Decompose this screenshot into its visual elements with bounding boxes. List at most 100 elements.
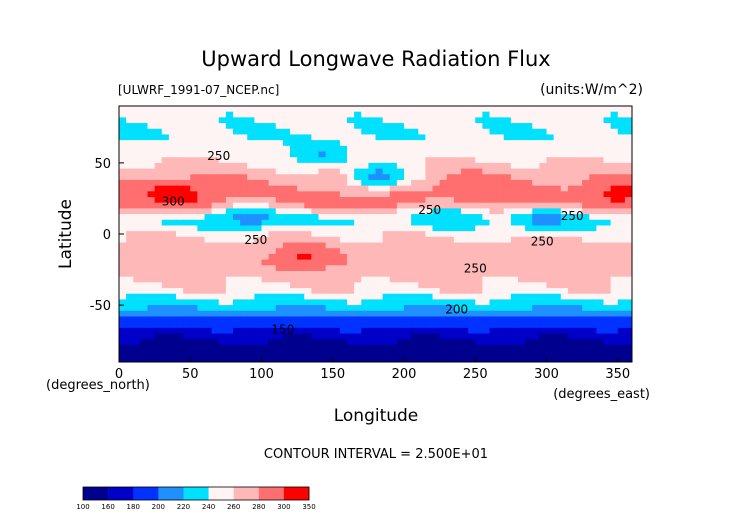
heatmap-cell: [510, 350, 519, 357]
heatmap-cell: [532, 197, 540, 204]
colorbar-swatch: [83, 487, 109, 500]
heatmap-cell: [361, 162, 369, 170]
heatmap-cell: [525, 265, 533, 272]
heatmap-cell: [510, 265, 519, 272]
heatmap-cell: [332, 202, 341, 209]
heatmap-cell: [339, 293, 348, 301]
heatmap-cell: [176, 344, 184, 352]
heatmap-cell: [496, 157, 505, 164]
heatmap-cell: [347, 123, 355, 130]
heatmap-cell: [154, 344, 163, 352]
heatmap-cell: [453, 322, 462, 329]
heatmap-cell: [147, 214, 156, 221]
heatmap-cell: [332, 333, 341, 340]
heatmap-cell: [503, 339, 512, 346]
heatmap-cell: [518, 293, 526, 301]
heatmap-cell: [190, 123, 198, 130]
heatmap-cell: [567, 140, 576, 147]
heatmap-cell: [133, 276, 141, 283]
heatmap-cell: [254, 134, 263, 141]
heatmap-cell: [575, 265, 583, 272]
heatmap-cell: [453, 253, 462, 261]
heatmap-cell: [339, 191, 348, 198]
heatmap-cell: [525, 117, 533, 124]
heatmap-cell: [204, 236, 213, 244]
heatmap-cell: [197, 157, 206, 164]
heatmap-cell: [268, 225, 277, 232]
heatmap-cell: [119, 185, 127, 192]
heatmap-cell: [567, 202, 576, 209]
heatmap-cell: [425, 231, 434, 238]
heatmap-cell: [325, 282, 334, 289]
heatmap-cell: [411, 106, 419, 113]
heatmap-cell: [489, 140, 498, 147]
heatmap-cell: [325, 214, 334, 221]
heatmap-cell: [318, 259, 327, 266]
heatmap-cell: [468, 276, 476, 283]
heatmap-cell: [525, 134, 533, 141]
heatmap-cell: [218, 299, 227, 306]
heatmap-cell: [176, 140, 184, 147]
heatmap-cell: [525, 174, 533, 181]
heatmap-cell: [610, 117, 619, 124]
heatmap-cell: [567, 310, 576, 318]
heatmap-cell: [225, 305, 234, 312]
heatmap-cell: [197, 231, 206, 238]
heatmap-cell: [190, 344, 198, 352]
heatmap-cell: [560, 123, 569, 130]
heatmap-cell: [553, 202, 562, 209]
heatmap-cell: [225, 356, 234, 362]
heatmap-cell: [176, 327, 184, 335]
heatmap-cell: [425, 276, 434, 283]
heatmap-cell: [375, 214, 384, 221]
heatmap-cell: [624, 168, 632, 175]
heatmap-cell: [418, 225, 426, 232]
heatmap-cell: [154, 350, 163, 357]
heatmap-cell: [489, 339, 498, 346]
heatmap-cell: [553, 242, 562, 249]
heatmap-cell: [461, 157, 469, 164]
heatmap-cell: [304, 265, 312, 272]
heatmap-cell: [275, 128, 284, 136]
heatmap-cell: [546, 157, 555, 164]
heatmap-cell: [475, 179, 483, 187]
heatmap-cell: [261, 316, 270, 323]
heatmap-cell: [275, 151, 284, 158]
heatmap-cell: [489, 225, 498, 232]
heatmap-cell: [510, 288, 519, 295]
heatmap-cell: [154, 322, 163, 329]
heatmap-cell: [290, 202, 298, 209]
heatmap-cell: [233, 214, 241, 221]
heatmap-cell: [161, 168, 170, 175]
heatmap-cell: [475, 333, 483, 340]
heatmap-cell: [282, 350, 291, 357]
heatmap-cell: [368, 350, 377, 357]
heatmap-cell: [332, 288, 341, 295]
heatmap-cell: [290, 174, 298, 181]
heatmap-cell: [404, 322, 412, 329]
heatmap-cell: [546, 270, 555, 278]
heatmap-cell: [589, 123, 597, 130]
heatmap-cell: [211, 316, 220, 323]
heatmap-cell: [453, 162, 462, 170]
heatmap-cell: [368, 288, 377, 295]
heatmap-cell: [518, 191, 526, 198]
heatmap-cell: [411, 197, 419, 204]
heatmap-cell: [510, 310, 519, 318]
heatmap-cell: [176, 145, 184, 153]
heatmap-cell: [218, 344, 227, 352]
heatmap-cell: [318, 208, 327, 215]
heatmap-cell: [596, 350, 605, 357]
heatmap-cell: [496, 197, 505, 204]
heatmap-cell: [354, 305, 362, 312]
heatmap-cell: [339, 202, 348, 209]
heatmap-cell: [361, 339, 369, 346]
heatmap-cell: [560, 191, 569, 198]
heatmap-cell: [311, 191, 320, 198]
heatmap-cell: [332, 219, 341, 227]
heatmap-cell: [147, 134, 156, 141]
heatmap-cell: [211, 333, 220, 340]
heatmap-cell: [339, 219, 348, 227]
heatmap-cell: [126, 185, 134, 192]
heatmap-cell: [610, 174, 619, 181]
